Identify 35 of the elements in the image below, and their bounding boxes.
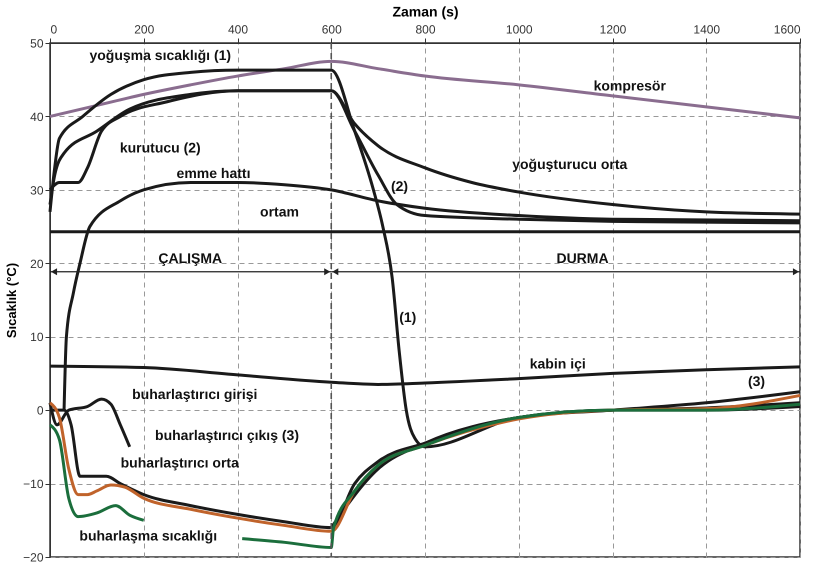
x-tick-label: 400 (228, 22, 248, 36)
annotation: ortam (260, 204, 299, 220)
y-tick-label: −20 (23, 550, 44, 564)
annotation: buharlaştırıcı girişi (132, 386, 258, 402)
x-tick-label: 1600 (774, 22, 801, 36)
x-axis-title: Zaman (s) (392, 4, 459, 20)
annotation: (1) (399, 308, 416, 325)
y-tick-label: 40 (30, 110, 44, 124)
annotation: yoğuşturucu orta (512, 156, 628, 172)
y-tick-label: 50 (30, 36, 44, 50)
x-tick-label: 1200 (600, 22, 627, 36)
annotation: kompresör (594, 78, 666, 94)
x-tick-label: 200 (134, 22, 155, 36)
y-tick-label: 20 (30, 256, 44, 271)
annotation: kurutucu (2) (120, 139, 201, 156)
annotation: emme hattı (176, 165, 250, 182)
y-tick-label: −10 (23, 477, 44, 492)
annotation: buharlaşma sıcaklığı (79, 527, 218, 544)
annotation: buharlaştırıcı çıkış (3) (155, 427, 299, 444)
y-tick-label: 0 (36, 404, 44, 418)
annotation: ÇALIŞMA (158, 250, 222, 266)
annotation: (3) (748, 373, 766, 390)
annotation: yoğuşma sıcaklığı (1) (89, 46, 232, 63)
y-tick-label: 10 (30, 330, 44, 344)
x-tick-label: 1000 (506, 22, 533, 36)
annotation: kabin içi (530, 355, 586, 372)
annotation: DURMA (556, 250, 609, 266)
annotation: (2) (390, 178, 408, 194)
x-tick-label: 800 (415, 22, 436, 36)
y-axis-title: Sıcaklık (°C) (4, 262, 20, 338)
annotation: buharlaştırıcı orta (120, 454, 240, 470)
y-tick-label: 30 (30, 183, 44, 198)
x-tick-label: 600 (322, 22, 342, 36)
x-tick-label: 1400 (693, 22, 720, 36)
x-tick-label: 0 (50, 22, 58, 36)
